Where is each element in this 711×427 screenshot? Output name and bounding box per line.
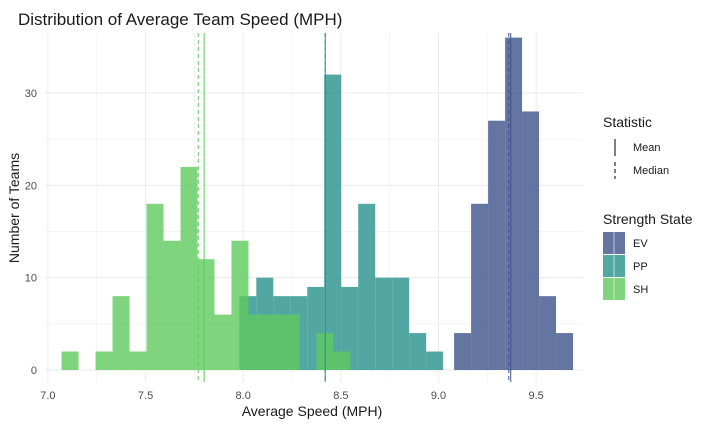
x-tick-label: 7.5 <box>138 390 153 402</box>
bar-pp <box>426 351 444 370</box>
legend-strength-keys <box>603 232 625 300</box>
y-axis-ticks: 0 10 20 30 <box>25 88 37 377</box>
bar-sh <box>180 166 198 370</box>
bar-sh <box>197 259 215 370</box>
x-tick-label: 8.5 <box>333 390 348 402</box>
bar-sh <box>265 314 283 370</box>
x-tick-label: 9.5 <box>528 390 543 402</box>
bar-ev <box>488 120 506 370</box>
x-tick-label: 7.0 <box>40 390 55 402</box>
bar-pp <box>409 333 427 370</box>
y-tick-label: 10 <box>25 273 37 285</box>
bar-pp <box>392 277 410 370</box>
bar-ev <box>522 111 540 370</box>
legend-median-label: Median <box>633 165 669 177</box>
chart-title: Distribution of Average Team Speed (MPH) <box>18 10 342 29</box>
x-tick-label: 8.0 <box>236 390 251 402</box>
bar-sh <box>214 314 232 370</box>
legend-statistic: Statistic Mean Median <box>603 114 669 179</box>
bar-sh <box>333 351 351 370</box>
legend-strength: Strength State EV PP SH <box>603 211 693 300</box>
bar-sh <box>282 314 300 370</box>
bar-sh <box>231 240 249 370</box>
bar-ev <box>539 296 557 370</box>
bar-sh <box>61 351 79 370</box>
bar-sh <box>129 351 147 370</box>
legend-statistic-title: Statistic <box>603 114 652 130</box>
y-tick-label: 0 <box>31 365 37 377</box>
legend-strength-title: Strength State <box>603 211 693 227</box>
bar-pp <box>324 74 342 370</box>
bar-ev <box>471 203 489 370</box>
bar-ev <box>505 37 523 370</box>
bar-pp <box>358 203 376 370</box>
bar-sh <box>248 314 266 370</box>
reference-lines-layer <box>197 33 512 382</box>
bar-sh <box>146 203 164 370</box>
x-tick-label: 9.0 <box>431 390 446 402</box>
bar-sh <box>112 296 130 370</box>
legend-ev-label: EV <box>633 238 648 250</box>
legend-mean-label: Mean <box>633 142 661 154</box>
x-axis-ticks: 7.0 7.5 8.0 8.5 9.0 9.5 <box>40 390 544 402</box>
bar-pp <box>375 277 393 370</box>
y-axis-title: Number of Teams <box>6 153 22 263</box>
bar-sh <box>95 351 113 370</box>
bar-ev <box>556 333 574 370</box>
legend-sh-label: SH <box>633 284 648 296</box>
bars-layer <box>61 37 574 370</box>
x-axis-title: Average Speed (MPH) <box>242 403 383 419</box>
y-tick-label: 30 <box>25 88 37 100</box>
bar-ev <box>454 333 472 370</box>
bar-pp <box>341 286 359 370</box>
legend-pp-label: PP <box>633 261 648 273</box>
bar-sh <box>163 240 181 370</box>
y-tick-label: 20 <box>25 180 37 192</box>
